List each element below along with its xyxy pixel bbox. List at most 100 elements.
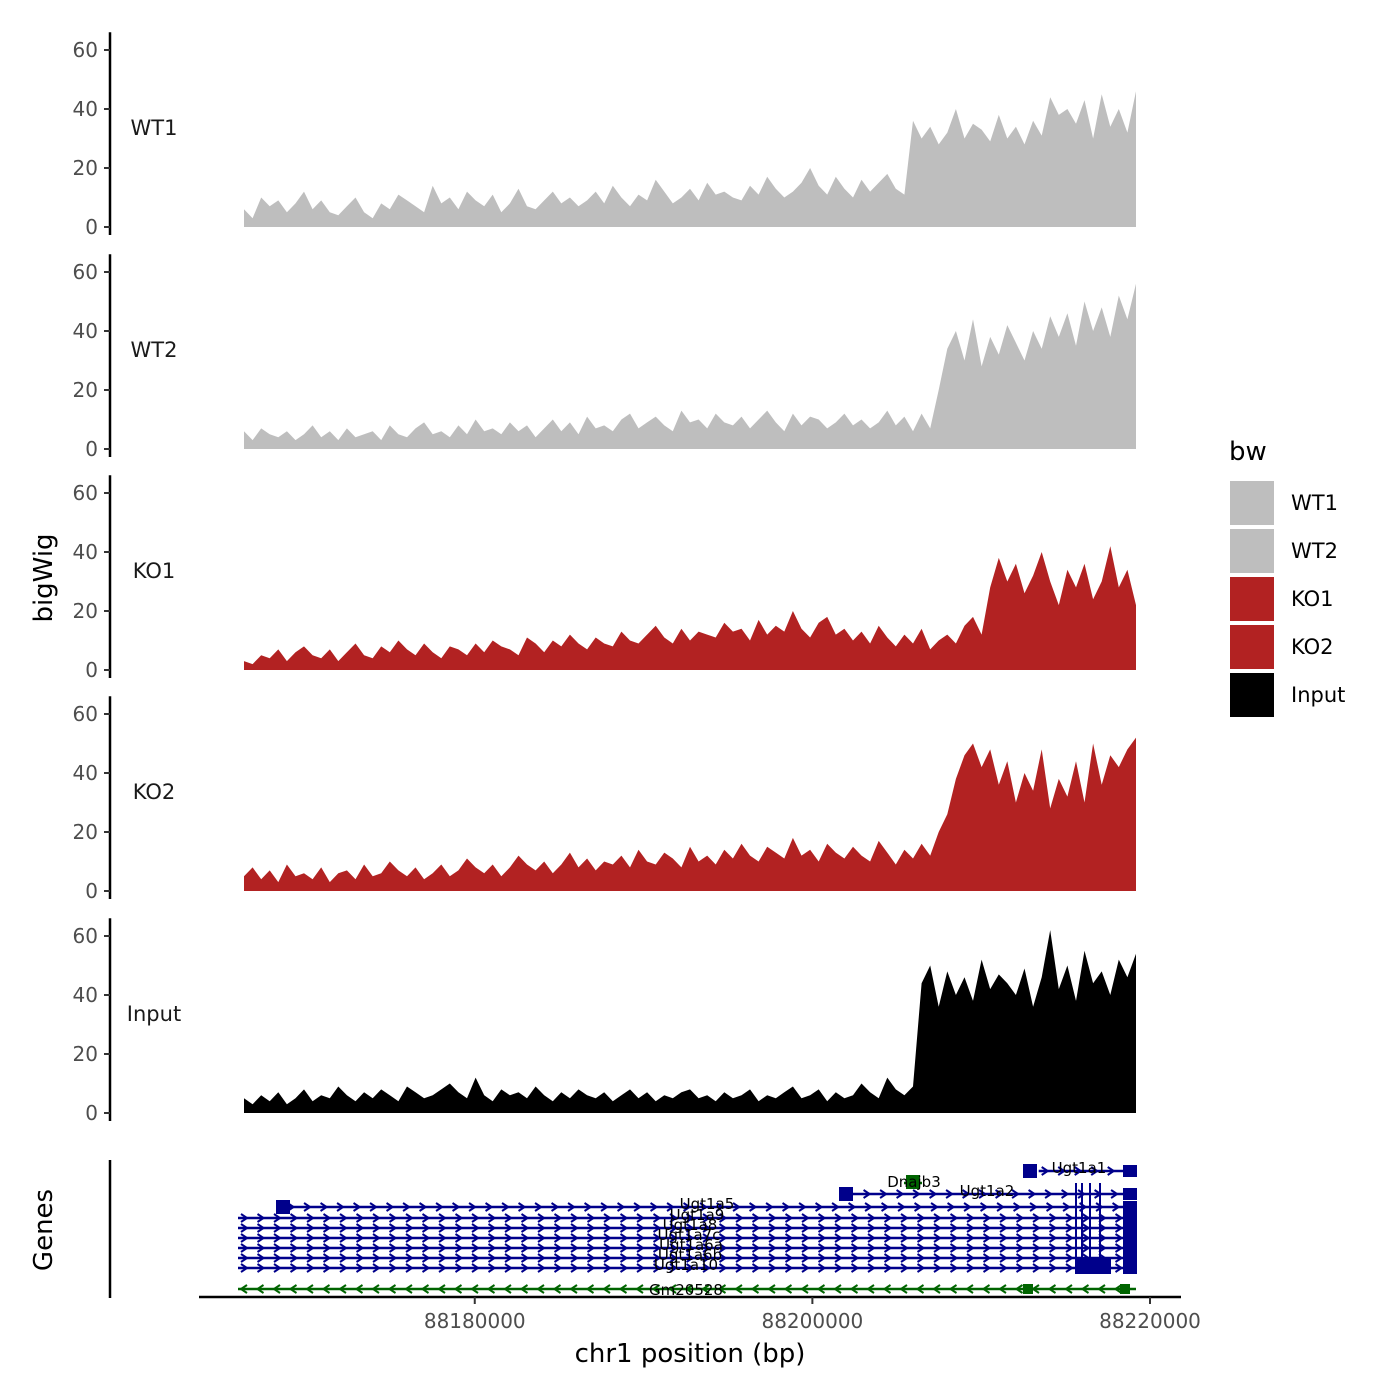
strand-chevron (517, 1202, 527, 1212)
strand-chevron (600, 1202, 609, 1212)
strand-chevron (586, 1223, 596, 1233)
strand-chevron (1081, 1223, 1091, 1233)
gene-label: Ugt1a1 (1052, 1159, 1107, 1177)
strand-chevron (817, 1253, 827, 1263)
y-tick-label: 60 (73, 260, 98, 284)
strand-chevron (817, 1233, 827, 1243)
gene-label: Ugt1a6b (658, 1246, 722, 1264)
strand-chevron (570, 1263, 579, 1273)
strand-chevron (322, 1223, 332, 1233)
strand-chevron (834, 1243, 843, 1253)
strand-chevron (767, 1284, 776, 1294)
y-tick-label: 20 (73, 1042, 98, 1066)
strand-chevron (256, 1223, 266, 1233)
strand-chevron (982, 1223, 992, 1233)
gene-ugt1a6b: Ugt1a6b (238, 1246, 1137, 1264)
strand-chevron (553, 1243, 563, 1253)
y-tick-label: 20 (73, 820, 98, 844)
strand-chevron (636, 1223, 645, 1233)
strand-chevron (1028, 1189, 1037, 1199)
strand-chevron (1045, 1202, 1055, 1212)
strand-chevron (486, 1284, 496, 1294)
exon (1123, 1201, 1137, 1213)
strand-chevron (1114, 1223, 1124, 1233)
strand-chevron (405, 1243, 414, 1253)
gene-ugt1a8: Ugt1a8 (238, 1216, 1137, 1234)
strand-chevron (421, 1263, 431, 1273)
strand-chevron (454, 1263, 464, 1273)
strand-chevron (354, 1284, 364, 1294)
strand-chevron (834, 1213, 843, 1223)
strand-chevron (421, 1223, 431, 1233)
strand-chevron (570, 1213, 579, 1223)
strand-chevron (949, 1223, 959, 1233)
x-axis: 88180000 88200000 88220000 (199, 1295, 1201, 1333)
strand-chevron (880, 1202, 890, 1212)
exon (1120, 1284, 1130, 1294)
strand-chevron (768, 1253, 777, 1263)
strand-chevron (982, 1213, 992, 1223)
strand-chevron (537, 1213, 546, 1223)
strand-chevron (388, 1243, 398, 1253)
strand-chevron (636, 1233, 645, 1243)
strand-chevron (1114, 1233, 1124, 1243)
gene-label: Ugt1a8 (663, 1216, 718, 1234)
strand-chevron (635, 1284, 644, 1294)
strand-chevron (916, 1233, 926, 1243)
strand-chevron (504, 1243, 513, 1253)
strand-chevron (454, 1213, 464, 1223)
strand-chevron (256, 1213, 266, 1223)
strand-chevron (866, 1284, 875, 1294)
strand-chevron (570, 1233, 579, 1243)
strand-chevron (883, 1213, 893, 1223)
strand-chevron (1032, 1233, 1041, 1243)
strand-chevron (1113, 1284, 1123, 1294)
strand-chevron (933, 1213, 942, 1223)
strand-chevron (867, 1253, 876, 1263)
strand-chevron (685, 1233, 695, 1243)
strand-chevron (966, 1233, 975, 1243)
coverage-area (244, 930, 1136, 1113)
y-tick-label: 40 (73, 761, 98, 785)
strand-chevron (438, 1223, 447, 1233)
strand-chevron (751, 1243, 761, 1253)
strand-chevron (867, 1263, 876, 1273)
strand-chevron (816, 1284, 826, 1294)
strand-chevron (454, 1233, 464, 1243)
strand-chevron (850, 1263, 860, 1273)
strand-chevron (487, 1233, 497, 1243)
strand-chevron (1065, 1233, 1074, 1243)
strand-chevron (666, 1202, 675, 1212)
gene-label: Ugt1a6a (659, 1236, 723, 1254)
strand-chevron (768, 1223, 777, 1233)
strand-chevron (453, 1284, 463, 1294)
y-tick-label: 0 (85, 215, 98, 239)
strand-chevron (372, 1223, 381, 1233)
strand-chevron (1015, 1243, 1025, 1253)
strand-chevron (339, 1263, 348, 1273)
strand-chevron (239, 1284, 248, 1294)
strand-chevron (652, 1223, 662, 1233)
track-ko1: 0 20 40 60 KO1 (73, 475, 1136, 682)
strand-chevron (669, 1213, 678, 1223)
strand-chevron (801, 1223, 810, 1233)
strand-chevron (1065, 1263, 1074, 1273)
strand-chevron (1029, 1202, 1038, 1212)
strand-chevron (504, 1223, 513, 1233)
strand-chevron (930, 1202, 939, 1212)
strand-chevron (1015, 1233, 1025, 1243)
exon (906, 1175, 920, 1189)
strand-chevron (669, 1263, 678, 1273)
y-tick-label: 20 (73, 378, 98, 402)
strand-chevron (867, 1243, 876, 1253)
strand-chevron (949, 1213, 959, 1223)
strand-chevron (603, 1263, 612, 1273)
strand-chevron (256, 1233, 266, 1243)
legend-swatch-ko1 (1230, 577, 1274, 621)
strand-chevron (1097, 1284, 1106, 1294)
strand-chevron (387, 1284, 397, 1294)
strand-chevron (897, 1202, 906, 1212)
strand-chevron (487, 1263, 497, 1273)
strand-chevron (801, 1233, 810, 1243)
strand-chevron (929, 1189, 938, 1199)
